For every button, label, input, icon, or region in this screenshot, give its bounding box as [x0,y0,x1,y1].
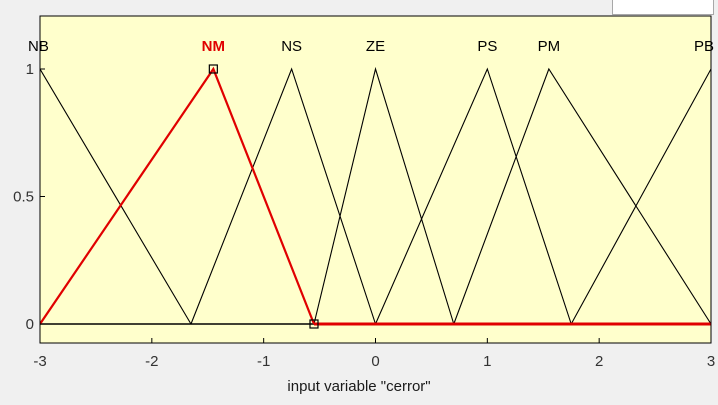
right-foot-drag-handle[interactable] [309,319,319,329]
mf-label-ze[interactable]: ZE [366,38,385,55]
mf-curve-nb[interactable] [0,67,192,325]
x-tick-label: -2 [145,353,158,370]
plot-area [40,16,711,343]
mf-curve-nm-selected[interactable] [40,66,316,325]
mf-curve-ps[interactable] [374,67,572,325]
x-tick-label: 3 [707,353,715,370]
y-tick-label: 0.5 [13,189,34,206]
mf-label-pm[interactable]: PM [538,38,561,55]
y-tick-label: 1 [26,61,34,78]
y-tick-label: 0 [26,316,34,333]
membership-functions [0,66,718,326]
mf-label-ns[interactable]: NS [281,38,302,55]
x-tick-label: 2 [595,353,603,370]
mf-curve-ns[interactable] [190,67,377,325]
x-tick-label: 0 [371,353,379,370]
mf-label-ps[interactable]: PS [477,38,497,55]
mf-curve-ze[interactable] [313,66,455,325]
variable-range-field[interactable] [612,0,714,15]
x-axis-label: input variable "cerror" [287,378,431,395]
mf-curve-pb[interactable] [570,67,718,325]
mf-curve-pm[interactable] [453,67,711,325]
mf-label-nm[interactable]: NM [202,38,225,55]
x-tick-label: 1 [483,353,491,370]
x-tick-label: -3 [33,353,46,370]
mf-label-pb[interactable]: PB [694,38,714,55]
x-tick-label: -1 [257,353,270,370]
peak-drag-handle[interactable] [208,64,218,74]
mf-label-nb[interactable]: NB [28,38,49,55]
